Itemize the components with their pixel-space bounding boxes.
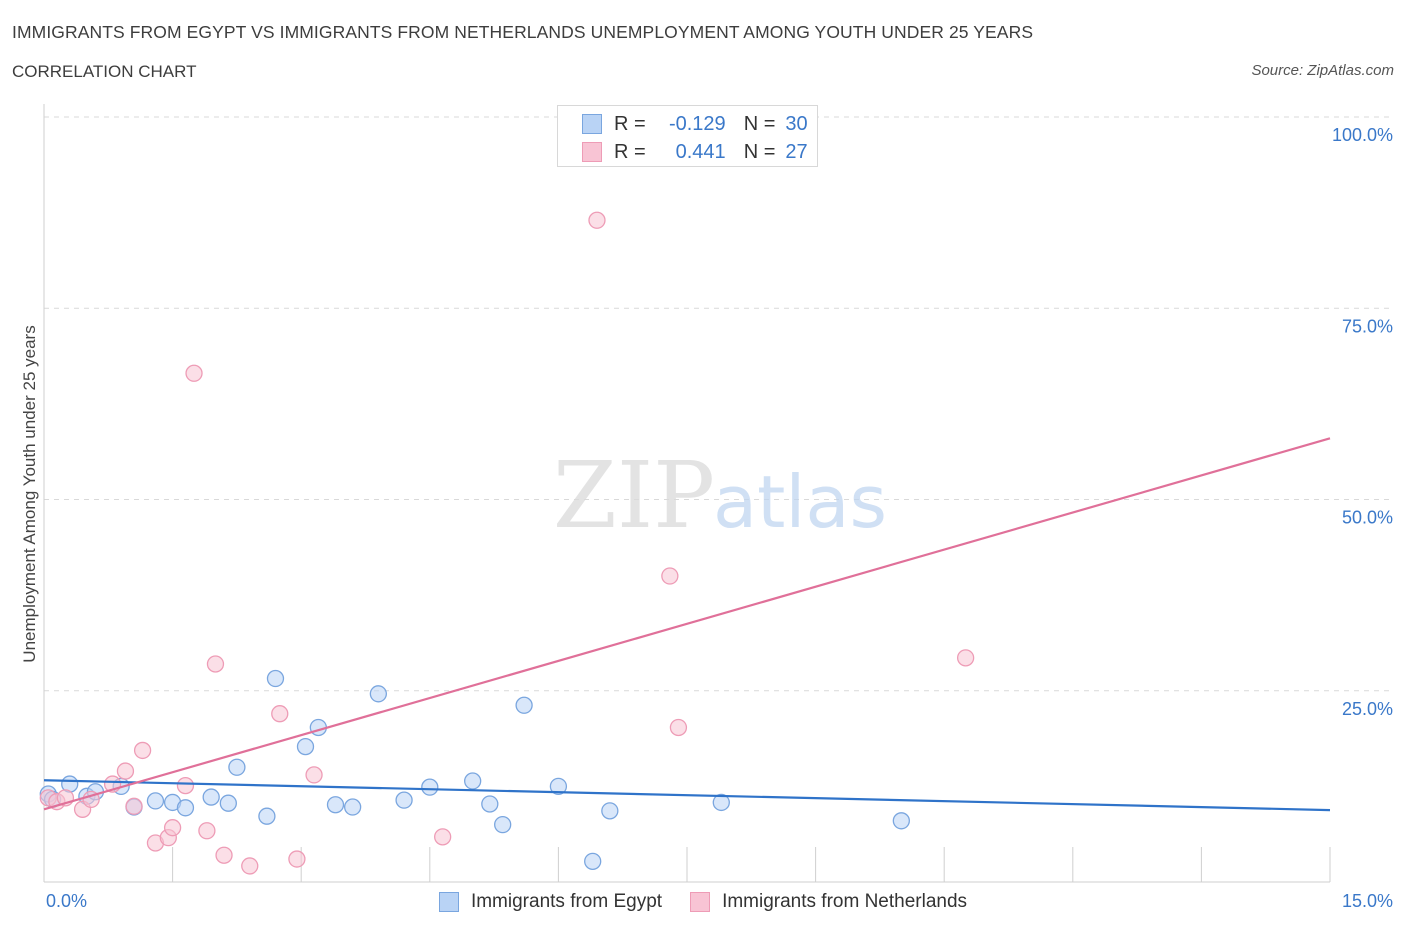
y-tick-label: 25.0% [1342,699,1393,719]
watermark-zip: ZIP [553,442,715,549]
egypt-point[interactable] [228,758,246,776]
egypt-point[interactable] [343,798,362,816]
netherlands-point[interactable] [271,705,289,723]
legend-row-netherlands: R = 0.441 N = 27 [582,138,808,166]
netherlands-point[interactable] [288,850,306,868]
egypt-point[interactable] [395,791,413,809]
egypt-swatch [438,892,459,912]
netherlands-swatch [582,142,602,162]
r-value: 0.441 [675,140,726,163]
grid-layer [44,116,1392,692]
legend-row-egypt: R = -0.129 N = 30 [582,110,808,138]
egypt-point[interactable] [202,788,220,806]
r-value: -0.129 [668,112,726,135]
netherlands-point[interactable] [669,718,688,737]
egypt-point[interactable] [421,778,439,796]
y-tick-label: 50.0% [1342,508,1393,528]
egypt-point[interactable] [464,772,482,790]
egypt-point[interactable] [266,669,285,688]
chart-subtitle: CORRELATION CHART [12,62,197,81]
egypt-point[interactable] [549,777,568,796]
chart-title: IMMIGRANTS FROM EGYPT VS IMMIGRANTS FROM… [12,22,1034,42]
trend-layer [43,437,1331,812]
y-axis-label: Unemployment Among Youth under 25 years [20,325,39,662]
egypt-point[interactable] [892,812,910,830]
correlation-legend: R = -0.129 N = 30 R = 0.441 N = 27 [557,105,818,167]
source-credit: Source: ZipAtlas.com [1251,62,1394,79]
r-label: R = [614,112,646,135]
netherlands-point[interactable] [661,567,679,585]
x-tick-label-min: 0.0% [46,891,87,911]
n-label: N = [743,140,776,163]
n-value: 30 [785,112,808,135]
netherlands-point[interactable] [956,649,975,667]
egypt-point[interactable] [258,807,276,825]
egypt-point[interactable] [601,802,619,820]
egypt-swatch [582,114,602,134]
netherlands-point[interactable] [434,828,452,846]
r-label: R = [614,140,646,163]
netherlands-point[interactable] [185,364,203,382]
egypt-point[interactable] [326,796,345,814]
egypt-point[interactable] [712,793,730,812]
axis-layer: 25.0% 50.0% 75.0% 100.0% 0.0% 15.0% [43,104,1393,911]
egypt-point[interactable] [219,794,237,812]
points-layer [39,211,975,875]
n-value: 27 [785,140,808,163]
netherlands-point[interactable] [176,776,195,795]
y-tick-label: 100.0% [1332,125,1393,145]
netherlands-point[interactable] [116,762,135,780]
egypt-point[interactable] [584,852,602,870]
legend-item-egypt[interactable]: Immigrants from Egypt [438,891,663,913]
watermark: ZIP atlas [553,442,887,549]
netherlands-trend-line [43,437,1331,811]
netherlands-point[interactable] [206,655,225,673]
netherlands-point[interactable] [215,846,233,864]
egypt-point[interactable] [481,795,499,813]
egypt-point[interactable] [494,815,512,834]
netherlands-point[interactable] [241,857,259,875]
netherlands-point[interactable] [198,822,216,840]
egypt-point[interactable] [296,737,315,756]
netherlands-point[interactable] [305,766,323,784]
y-tick-label: 75.0% [1342,316,1393,336]
egypt-point[interactable] [369,685,388,703]
n-label: N = [743,112,776,135]
watermark-atlas: atlas [713,460,887,544]
netherlands-point[interactable] [133,741,152,760]
egypt-point[interactable] [176,799,195,817]
legend-label-netherlands: Immigrants from Netherlands [722,891,968,912]
legend-item-netherlands[interactable]: Immigrants from Netherlands [690,891,967,913]
egypt-trend-line [43,779,1331,812]
netherlands-point[interactable] [163,819,182,837]
x-tick-label-max: 15.0% [1342,891,1393,911]
netherlands-point[interactable] [588,211,606,229]
netherlands-swatch [690,892,711,912]
egypt-point[interactable] [146,792,165,810]
series-legend: Immigrants from Egypt Immigrants from Ne… [0,888,1406,916]
legend-label-egypt: Immigrants from Egypt [470,891,663,912]
netherlands-point[interactable] [125,797,143,815]
egypt-point[interactable] [515,696,533,714]
